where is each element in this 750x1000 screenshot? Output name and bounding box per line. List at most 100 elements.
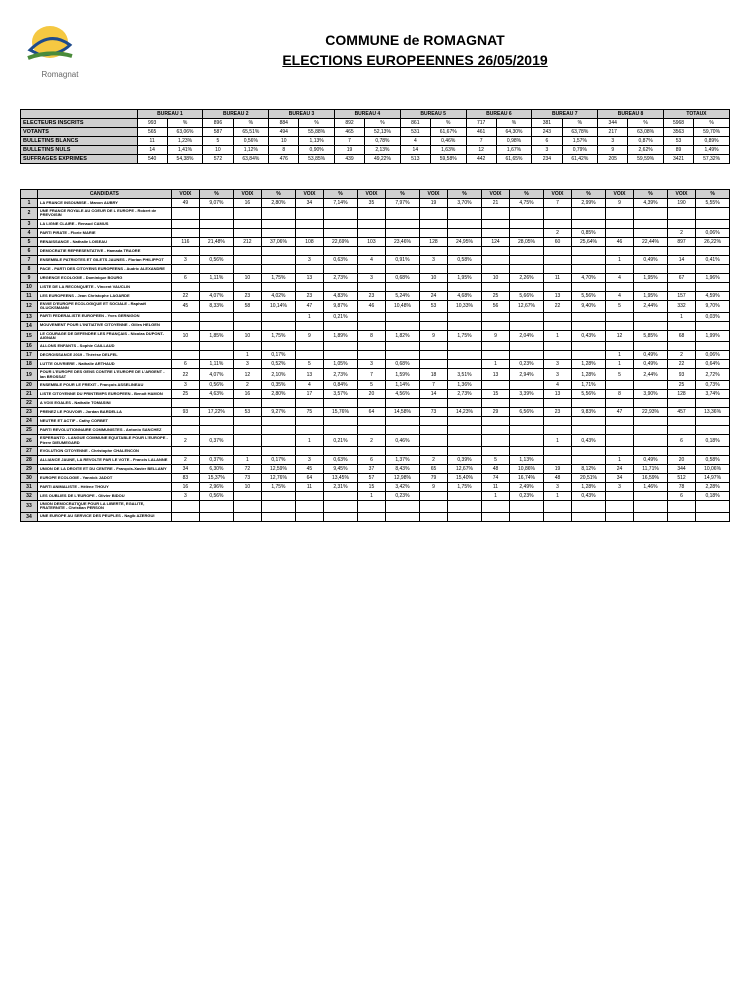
summary-cell: 65,51% [233, 128, 269, 137]
summary-cell: 0,98% [496, 137, 532, 146]
candidat-row: 33UNION DEMOCRATIQUE POUR LA LIBERTE, EG… [21, 500, 730, 512]
candidat-cell [543, 399, 571, 408]
candidat-cell [200, 426, 234, 435]
candidat-num: 28 [21, 455, 38, 464]
summary-cell: 217 [598, 128, 628, 137]
candidat-cell [419, 219, 447, 228]
candidat-cell: 1,95% [634, 273, 668, 282]
candidat-cell: 34 [605, 473, 633, 482]
candidat-cell [262, 417, 296, 426]
candidat-cell: 53 [419, 300, 447, 312]
candidat-cell: 1,28% [572, 482, 606, 491]
candidat-name: LUTTE OUVRIERE - Nathalie ARTHAUD [37, 360, 171, 369]
candidat-cell: 1,75% [448, 330, 482, 342]
candidat-cell [696, 426, 730, 435]
candidat-cell: 3,90% [634, 390, 668, 399]
candidat-cell [481, 228, 509, 237]
summary-cell: % [233, 119, 269, 128]
candidat-num: 5 [21, 237, 38, 246]
candidat-num: 12 [21, 300, 38, 312]
candidat-cell: 12,59% [262, 464, 296, 473]
candidat-cell: 83 [171, 473, 199, 482]
candidat-cell: 0,37% [200, 435, 234, 447]
candidat-cell: 45 [171, 300, 199, 312]
candidat-cell [696, 264, 730, 273]
candidat-cell [233, 491, 261, 500]
candidat-name: MOUVEMENT POUR L'INITIATIVE CITOYENNE - … [37, 321, 171, 330]
candidat-cell [543, 426, 571, 435]
candidat-cell: 64 [357, 408, 385, 417]
candidat-cell [171, 500, 199, 512]
candidat-cell: 0,35% [262, 381, 296, 390]
candidat-cell [572, 500, 606, 512]
page-title: COMMUNE de ROMAGNAT [100, 32, 730, 48]
candidat-cell [481, 446, 509, 455]
candidat-num: 29 [21, 464, 38, 473]
bureau-header: BUREAU 1 [137, 110, 203, 119]
candidat-name: ALLONS ENFANTS - Sophie CAILLAUD [37, 342, 171, 351]
candidat-cell: 2,28% [696, 482, 730, 491]
candidat-cell: 0,64% [696, 360, 730, 369]
candidat-num: 8 [21, 264, 38, 273]
candidat-cell [295, 219, 323, 228]
candidat-num: 4 [21, 228, 38, 237]
candidat-cell [510, 208, 544, 220]
summary-cell: 7 [466, 137, 496, 146]
summary-cell: 1,67% [496, 146, 532, 155]
candidat-cell: 16 [233, 199, 261, 208]
candidat-cell [386, 321, 420, 330]
summary-cell: 14 [137, 146, 167, 155]
candidat-cell [667, 321, 695, 330]
candidat-cell: 8 [605, 390, 633, 399]
candidat-cell [481, 500, 509, 512]
candidat-num: 19 [21, 369, 38, 381]
summary-row-label: SUFFRAGES EXPRIMES [21, 155, 138, 164]
summary-cell: 53 [663, 137, 693, 146]
candidat-cell: 45 [295, 464, 323, 473]
summary-cell: 892 [334, 119, 364, 128]
candidat-cell [605, 342, 633, 351]
candidat-cell: 3 [171, 491, 199, 500]
candidat-cell [233, 246, 261, 255]
candidat-cell [510, 426, 544, 435]
candidat-row: 8PACE - PARTI DES CITOYENS EUROPEENS - A… [21, 264, 730, 273]
candidat-cell: 2 [667, 228, 695, 237]
candidat-cell: 19 [419, 199, 447, 208]
candidat-cell [295, 342, 323, 351]
summary-cell: 19 [334, 146, 364, 155]
candidat-cell [667, 500, 695, 512]
candidat-cell [448, 342, 482, 351]
candidat-cell [295, 264, 323, 273]
candidat-cell: 20 [667, 455, 695, 464]
candidat-num: 20 [21, 381, 38, 390]
candidat-cell: 3 [295, 455, 323, 464]
bureau-header: BUREAU 3 [269, 110, 335, 119]
candidat-cell: 128 [419, 237, 447, 246]
summary-cell: % [299, 119, 335, 128]
candidat-cell: 57 [357, 473, 385, 482]
candidat-name: PACE - PARTI DES CITOYENS EUROPEENS - Au… [37, 264, 171, 273]
candidat-cell: 8,43% [386, 464, 420, 473]
candidat-cell [295, 399, 323, 408]
summary-head: BUREAU 1BUREAU 2BUREAU 3BUREAU 4BUREAU 5… [21, 110, 730, 119]
candidat-cell [448, 399, 482, 408]
summary-cell: 4 [400, 137, 430, 146]
candidat-cell: 1,28% [572, 360, 606, 369]
candidat-cell [295, 426, 323, 435]
candidat-cell: 37,06% [262, 237, 296, 246]
candidat-cell: 2,72% [696, 369, 730, 381]
summary-cell: 1,23% [167, 137, 203, 146]
candidat-row: 10LISTE DE LA RECONQUETE - Vincent VAUCL… [21, 282, 730, 291]
summary-row-label: ELECTEURS INSCRITS [21, 119, 138, 128]
candidat-name: DEMOCRATIE REPRESENTATIVE - Hamada TRAOR… [37, 246, 171, 255]
voix-head: VOIX [419, 190, 447, 199]
bureau-header: BUREAU 7 [532, 110, 598, 119]
candidat-cell [448, 491, 482, 500]
candidat-name: PARTI PIRATE - Florie MARIE [37, 228, 171, 237]
candidat-cell [171, 512, 199, 521]
candidat-cell: 15 [357, 482, 385, 491]
summary-cell: 5 [203, 137, 233, 146]
candidat-cell [419, 246, 447, 255]
candidat-cell [262, 399, 296, 408]
candidat-cell: 79 [419, 473, 447, 482]
